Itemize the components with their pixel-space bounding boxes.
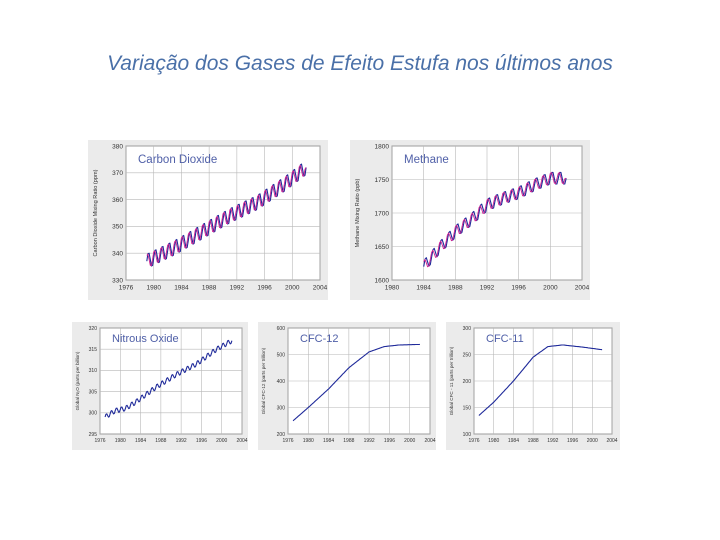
chart-nitrous-oxide: 1976 1980 1984 1988 1992 1996 2000 2004 295 300 30…	[72, 322, 248, 450]
slide-title: Variação dos Gases de Efeito Estufa nos …	[107, 52, 613, 75]
cfc-11-y-tick-label: 100	[463, 432, 472, 438]
cfc-12-x-tick-label: 1976	[282, 438, 293, 444]
methane-x-tick-label: 1980	[385, 285, 400, 292]
nitrous-oxide-x-tick-label: 1988	[155, 438, 166, 444]
chart-cfc-12: 1976 1980 1984 1988 1992 1996 2000 2004 200 300 40…	[258, 322, 436, 450]
carbon-dioxide-y-tick-label: 350	[112, 224, 123, 231]
nitrous-oxide-y-tick-label: 300	[89, 411, 98, 417]
carbon-dioxide-y-axis-label: Carbon Dioxide Mixing Ratio (ppm)	[93, 169, 99, 256]
cfc-12-x-tick-label: 1980	[303, 438, 314, 444]
cfc-11-x-tick-label: 1988	[528, 438, 539, 444]
carbon-dioxide-x-tick-label: 2004	[313, 285, 328, 292]
chart-cfc-11: 1976 1980 1984 1988 1992 1996 2000 2004 100 150 20…	[446, 322, 620, 450]
methane-x-tick-label: 2004	[575, 285, 590, 292]
carbon-dioxide-y-tick-label: 360	[112, 197, 123, 204]
methane-y-tick-label: 1800	[375, 143, 390, 150]
carbon-dioxide-plot-area	[125, 145, 321, 281]
carbon-dioxide-y-tick-label: 380	[112, 143, 123, 150]
cfc-12-x-tick-label: 1984	[323, 438, 334, 444]
cfc-11-y-tick-label: 250	[463, 352, 472, 358]
carbon-dioxide-svg: 1976 1980 1984 1988 1992 1996 2000 2004 330 340 35…	[88, 140, 328, 300]
cfc-12-y-tick-label: 600	[277, 326, 286, 332]
cfc-11-x-tick-label: 1992	[547, 438, 558, 444]
cfc-12-x-tick-label: 1992	[364, 438, 375, 444]
methane-x-tick-label: 2000	[543, 285, 558, 292]
nitrous-oxide-x-tick-label: 2000	[216, 438, 227, 444]
carbon-dioxide-y-tick-label: 370	[112, 170, 123, 177]
cfc-12-y-tick-label: 500	[277, 352, 286, 358]
nitrous-oxide-y-tick-label: 320	[89, 326, 98, 332]
methane-series-line-2	[423, 172, 567, 268]
cfc-12-title: CFC-12	[300, 333, 339, 345]
carbon-dioxide-x-tick-label: 1984	[174, 285, 189, 292]
nitrous-oxide-title: Nitrous Oxide	[112, 333, 179, 345]
cfc-11-x-tick-label: 1976	[468, 438, 479, 444]
cfc-12-y-tick-label: 200	[277, 432, 286, 438]
nitrous-oxide-y-tick-label: 310	[89, 368, 98, 374]
methane-svg: 1980 1984 1988 1992 1996 2000 2004 1600 1650 1700…	[350, 140, 590, 300]
nitrous-oxide-y-tick-label: 305	[89, 389, 98, 395]
nitrous-oxide-x-tick-label: 1976	[94, 438, 105, 444]
cfc-11-x-tick-label: 1980	[488, 438, 499, 444]
cfc-11-title: CFC-11	[486, 333, 524, 345]
carbon-dioxide-x-tick-label: 2000	[285, 285, 300, 292]
carbon-dioxide-x-tick-label: 1976	[119, 285, 134, 292]
nitrous-oxide-series-line-1	[104, 339, 233, 418]
cfc-12-x-tick-label: 1988	[343, 438, 354, 444]
cfc-11-y-tick-label: 300	[463, 326, 472, 332]
cfc-11-y-tick-label: 200	[463, 379, 472, 385]
cfc-12-series-line-1	[292, 343, 420, 422]
cfc-11-y-axis-label: Global CFC - 11 (parts per trillion)	[449, 346, 454, 415]
cfc-12-y-axis-label: Global CFC-12 (parts per trillion)	[261, 347, 266, 414]
cfc-11-x-tick-label: 2004	[606, 438, 617, 444]
cfc-12-svg: 1976 1980 1984 1988 1992 1996 2000 2004 200 300 40…	[258, 322, 436, 450]
nitrous-oxide-y-axis-label: Global N₂O (parts per billion)	[75, 351, 80, 410]
cfc-12-x-tick-label: 2004	[424, 438, 435, 444]
chart-carbon-dioxide: 1976 1980 1984 1988 1992 1996 2000 2004 330 340 35…	[88, 140, 328, 300]
nitrous-oxide-y-tick-label: 295	[89, 432, 98, 438]
methane-x-tick-label: 1992	[480, 285, 495, 292]
methane-y-axis-label: Methane Mixing Ratio (ppb)	[355, 179, 361, 248]
nitrous-oxide-x-tick-label: 2004	[236, 438, 247, 444]
methane-x-tick-label: 1988	[448, 285, 463, 292]
chart-methane: 1980 1984 1988 1992 1996 2000 2004 1600 1650 1700…	[350, 140, 590, 300]
methane-series-line-1	[423, 171, 567, 267]
nitrous-oxide-x-tick-label: 1984	[135, 438, 146, 444]
methane-y-tick-label: 1600	[375, 277, 390, 284]
methane-title: Methane	[404, 154, 449, 166]
carbon-dioxide-x-tick-label: 1980	[146, 285, 161, 292]
carbon-dioxide-x-tick-label: 1996	[257, 285, 272, 292]
carbon-dioxide-x-tick-label: 1988	[202, 285, 217, 292]
nitrous-oxide-x-tick-label: 1996	[196, 438, 207, 444]
cfc-11-x-tick-label: 1996	[567, 438, 578, 444]
carbon-dioxide-title: Carbon Dioxide	[138, 154, 217, 166]
methane-y-tick-label: 1650	[375, 244, 390, 251]
methane-x-tick-label: 1996	[511, 285, 526, 292]
methane-y-tick-label: 1750	[375, 177, 390, 184]
carbon-dioxide-y-tick-label: 330	[112, 277, 123, 284]
methane-y-tick-label: 1700	[375, 210, 390, 217]
carbon-dioxide-y-tick-label: 340	[112, 250, 123, 257]
nitrous-oxide-x-tick-label: 1980	[115, 438, 126, 444]
nitrous-oxide-svg: 1976 1980 1984 1988 1992 1996 2000 2004 295 300 30…	[72, 322, 248, 450]
cfc-11-y-tick-label: 150	[463, 405, 472, 411]
cfc-11-svg: 1976 1980 1984 1988 1992 1996 2000 2004 100 150 20…	[446, 322, 620, 450]
cfc-12-y-tick-label: 400	[277, 379, 286, 385]
cfc-11-x-tick-label: 2000	[587, 438, 598, 444]
carbon-dioxide-x-tick-label: 1992	[230, 285, 245, 292]
carbon-dioxide-series-line-2	[146, 164, 307, 267]
methane-x-tick-label: 1984	[416, 285, 431, 292]
nitrous-oxide-y-tick-label: 315	[89, 347, 98, 353]
cfc-12-x-tick-label: 2000	[404, 438, 415, 444]
cfc-11-x-tick-label: 1984	[508, 438, 519, 444]
cfc-12-y-tick-label: 300	[277, 405, 286, 411]
cfc-12-x-tick-label: 1996	[384, 438, 395, 444]
nitrous-oxide-x-tick-label: 1992	[176, 438, 187, 444]
cfc-11-series-line-1	[478, 344, 603, 416]
